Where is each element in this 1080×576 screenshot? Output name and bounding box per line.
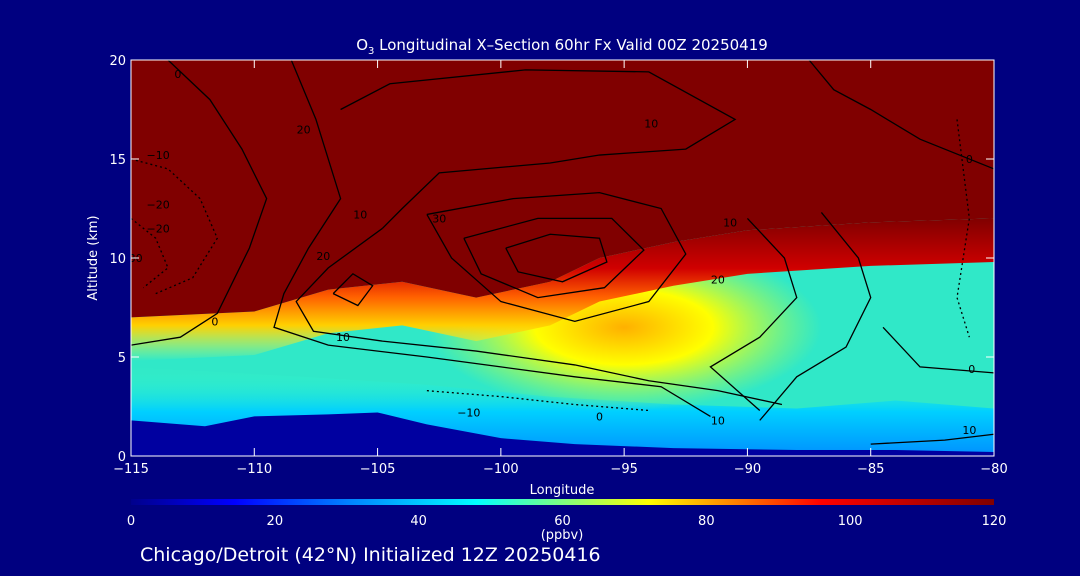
y-tick-label: 10 xyxy=(109,252,126,267)
contour-label: 0 xyxy=(174,68,181,81)
x-tick-label: −85 xyxy=(857,462,884,477)
contour-lines xyxy=(131,60,994,445)
contour-label: −20 xyxy=(147,222,170,235)
x-axis: −115 −110 −105 −100 −95 −90 −85 −80 xyxy=(113,60,1008,477)
stratosphere-field xyxy=(131,60,994,318)
y-tick-label: 5 xyxy=(118,351,126,366)
colorbar-tick-label: 120 xyxy=(982,514,1007,529)
chart-title: O3 Longitudinal X–Section 60hr Fx Valid … xyxy=(356,36,768,57)
x-tick-label: −110 xyxy=(236,462,272,477)
colorbar-tick-label: 80 xyxy=(698,514,715,529)
contour-label: 10 xyxy=(336,331,350,344)
x-tick-label: −90 xyxy=(734,462,761,477)
contour-label: 0 xyxy=(211,315,218,328)
contour-line-negative xyxy=(426,390,649,412)
contour-line-negative xyxy=(956,119,970,338)
contour-line xyxy=(505,233,608,283)
y-axis-title: Altitude (km) xyxy=(86,215,101,300)
x-tick-label: −100 xyxy=(483,462,519,477)
x-tick-label: −105 xyxy=(360,462,396,477)
contour-label: 0 xyxy=(596,410,603,423)
colorbar-tick-label: 60 xyxy=(554,514,571,529)
colorbar-tick-label: 0 xyxy=(127,514,135,529)
contour-line xyxy=(882,326,994,374)
contour-line xyxy=(332,273,374,307)
contour-label: 10 xyxy=(353,208,367,221)
figure-caption: Chicago/Detroit (42°N) Initialized 12Z 2… xyxy=(140,544,601,566)
y-tick-label: 15 xyxy=(109,153,126,168)
contour-label: 20 xyxy=(297,123,311,136)
tropopause-transition xyxy=(131,218,994,361)
colorbar-tick-label: 20 xyxy=(267,514,284,529)
contour-line xyxy=(426,192,687,323)
contour-line xyxy=(463,217,645,299)
contour-line xyxy=(340,69,737,229)
contour-line-negative xyxy=(131,217,169,289)
contour-line xyxy=(131,60,268,346)
x-axis-title: Longitude xyxy=(530,483,595,498)
contour-label: −20 xyxy=(147,199,170,212)
colorbar-unit-label: (ppbv) xyxy=(541,528,584,543)
y-axis: 0 5 10 15 20 xyxy=(109,54,994,465)
contour-label: 10 xyxy=(723,216,737,229)
contour-line xyxy=(273,60,711,417)
contour-label: 0 xyxy=(966,153,973,166)
y-tick-label: 20 xyxy=(109,54,126,69)
colorbar-tick-label: 40 xyxy=(410,514,427,529)
contour-label: 10 xyxy=(962,424,976,437)
contour-label: 10 xyxy=(711,414,725,427)
x-tick-label: −115 xyxy=(113,462,149,477)
terrain-mask xyxy=(131,412,994,456)
contour-line xyxy=(759,212,872,421)
colorbar-ticks: 0 20 40 60 80 100 120 xyxy=(127,514,1007,529)
contour-line xyxy=(870,433,994,445)
contour-line xyxy=(808,60,994,170)
contour-line xyxy=(709,217,798,411)
contour-line-negative xyxy=(131,158,219,295)
contour-label: 20 xyxy=(711,274,725,287)
contour-label: −10 xyxy=(457,406,480,419)
contour-line xyxy=(295,227,783,406)
x-tick-label: −80 xyxy=(980,462,1007,477)
colorbar-tick-label: 100 xyxy=(838,514,863,529)
x-tick-label: −95 xyxy=(610,462,637,477)
contour-label: 10 xyxy=(644,117,658,130)
colorbar xyxy=(131,499,994,505)
contour-label: 20 xyxy=(316,250,330,263)
contour-label: 0 xyxy=(968,363,975,376)
contour-label: −10 xyxy=(147,149,170,162)
contour-label: 30 xyxy=(432,212,446,225)
y-tick-label: 0 xyxy=(118,450,126,465)
